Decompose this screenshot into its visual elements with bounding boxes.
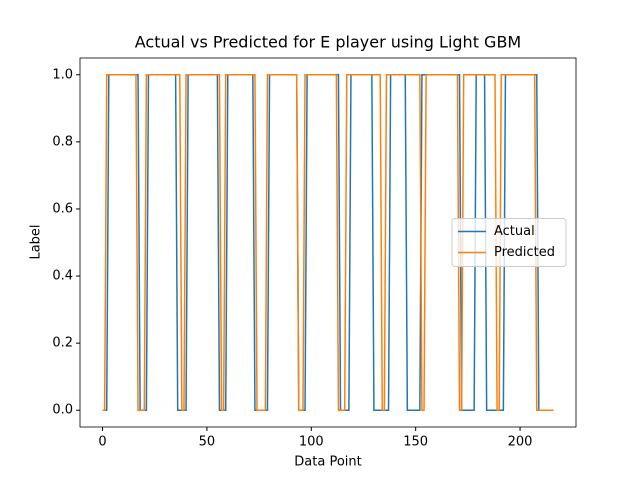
y-tick-label: 0.8 bbox=[52, 134, 73, 149]
x-tick-label: 100 bbox=[299, 435, 324, 450]
x-tick-label: 50 bbox=[199, 435, 216, 450]
x-axis-label: Data Point bbox=[294, 455, 361, 470]
chart-title: Actual vs Predicted for E player using L… bbox=[135, 33, 521, 52]
y-axis-label: Label bbox=[29, 224, 44, 259]
legend-label: Predicted bbox=[494, 245, 555, 260]
x-tick-label: 150 bbox=[403, 435, 428, 450]
y-tick-label: 0.4 bbox=[52, 269, 73, 284]
plot-frame bbox=[79, 57, 577, 428]
legend-box bbox=[451, 218, 567, 267]
y-tick-label: 0.6 bbox=[52, 201, 73, 216]
y-tick-label: 0.2 bbox=[52, 336, 73, 351]
x-tick-label: 0 bbox=[98, 435, 106, 450]
y-tick-label: 1.0 bbox=[52, 67, 73, 82]
x-tick-label: 200 bbox=[508, 435, 533, 450]
y-tick-label: 0.0 bbox=[52, 403, 73, 418]
legend-label: Actual bbox=[494, 224, 535, 239]
